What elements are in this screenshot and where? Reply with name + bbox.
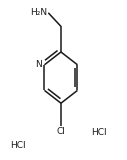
Text: Cl: Cl [57, 127, 65, 136]
Text: HCl: HCl [91, 128, 107, 137]
Text: HCl: HCl [10, 141, 26, 150]
Text: N: N [35, 60, 42, 69]
Text: H₂N: H₂N [30, 8, 47, 17]
